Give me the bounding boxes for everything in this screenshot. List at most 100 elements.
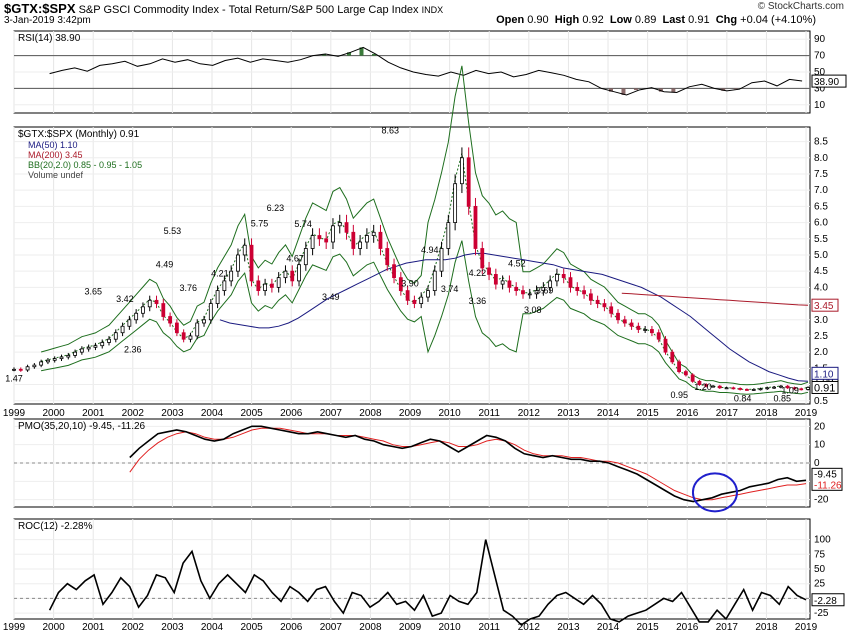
candle-body [154,299,159,304]
x-tick-label: 1999 [3,622,26,633]
open-value: 0.90 [527,14,549,26]
x-tick-label: 2000 [42,622,65,633]
candle-body [174,322,179,334]
price-annotation: 5.53 [164,226,182,236]
candle-body [337,222,342,227]
pmo-line [129,425,807,503]
candle-body [32,364,37,368]
candle-body [168,316,172,324]
candle-body [792,387,797,390]
candle-body [487,267,491,275]
candle-body [412,299,417,304]
candle-body [256,280,261,292]
candle-body [127,319,132,327]
x-tick-label: 2008 [359,622,382,633]
price-annotation: 0.85 [774,393,792,403]
candle-body [772,386,776,389]
candle-body [548,280,553,288]
price-value-tag [811,380,839,394]
y-tick-label: 70 [814,51,826,62]
candle-body [283,270,288,279]
y-tick-label: 20 [814,421,826,432]
candle-body [263,283,268,292]
candle-body [120,325,125,334]
candle-body [405,290,410,301]
candle-body [297,264,301,282]
candle-body [663,338,668,353]
candle-body [222,280,227,292]
x-tick-label: 2014 [597,408,620,419]
candle-body [609,306,614,314]
candle-body [188,335,193,340]
rsi-last-label: 38.90 [814,77,839,88]
x-tick-label: 2010 [438,622,461,633]
candle-body [785,385,790,389]
ma50-line [219,252,809,382]
panel-title-pmo: PMO(35,20,10) -9.45, -11.26 [18,421,146,432]
y-tick-label: 50 [814,564,826,575]
candle-body [147,299,152,308]
legend-entry: MA(200) 3.45 [28,150,83,160]
candle-body [588,293,593,301]
low-value: 0.89 [634,14,657,26]
price-value-tag-label: 0.91 [814,382,835,394]
candle-body [392,264,396,279]
candle-body [324,238,329,243]
candle-body [473,205,478,249]
candle-body [582,290,586,295]
candle-body [466,157,471,207]
y-tick-label: -20 [814,495,829,506]
x-tick-label: 2013 [557,622,580,633]
candle-body [100,342,105,347]
price-value-tag-label: 1.10 [814,369,834,380]
candle-body [670,351,675,363]
candle-body [195,322,200,337]
candle-body [249,244,254,282]
price-annotation: 1.09 [781,386,799,396]
candle-body [161,303,166,317]
candle-body [358,241,363,249]
price-annotation: 4.49 [156,259,174,269]
x-tick-label: 2015 [637,408,660,419]
highlight-circle [691,472,738,513]
x-tick-label: 2002 [122,408,145,419]
y-tick-label: 8.5 [814,137,828,148]
price-annotation: 4.21 [211,269,229,279]
roc-value-tag [811,593,845,607]
candle-body [378,231,383,249]
x-tick-label: 2000 [42,408,65,419]
candle-body [778,385,783,388]
candle-body [636,325,641,330]
x-tick-label: 2003 [161,622,184,633]
candle-body [656,332,661,340]
candle-body [303,248,308,266]
x-tick-label: 2008 [359,408,382,419]
legend-entry: Volume undef [28,170,84,180]
x-tick-label: 2017 [716,408,739,419]
y-tick-label: 30 [814,83,826,94]
price-value-tag [811,366,839,380]
candle-body [236,254,240,272]
candle-body [181,332,186,340]
candle-body [113,332,118,340]
candle-body [351,231,356,249]
x-tick-label: 2010 [438,408,461,419]
candle-body [616,312,620,321]
candle-body [500,280,505,285]
y-tick-label: 5.0 [814,250,828,261]
chart-header: $GTX:$SPX S&P GSCI Commodity Index - Tot… [4,1,443,16]
last-label: Last [662,14,686,26]
x-tick-label: 2018 [755,622,778,633]
candle-body [398,277,403,292]
price-annotation: 4.67 [286,254,304,264]
x-tick-label: 1999 [3,408,26,419]
chg-value: +0.04 (+4.10%) [740,14,816,26]
y-tick-label: 2.0 [814,347,828,358]
roc-value-label: -2.28 [814,596,837,607]
candle-body [73,351,77,356]
candle-body [751,389,756,391]
x-tick-label: 2012 [518,622,541,633]
high-label: High [554,14,580,26]
candle-body [493,274,498,285]
